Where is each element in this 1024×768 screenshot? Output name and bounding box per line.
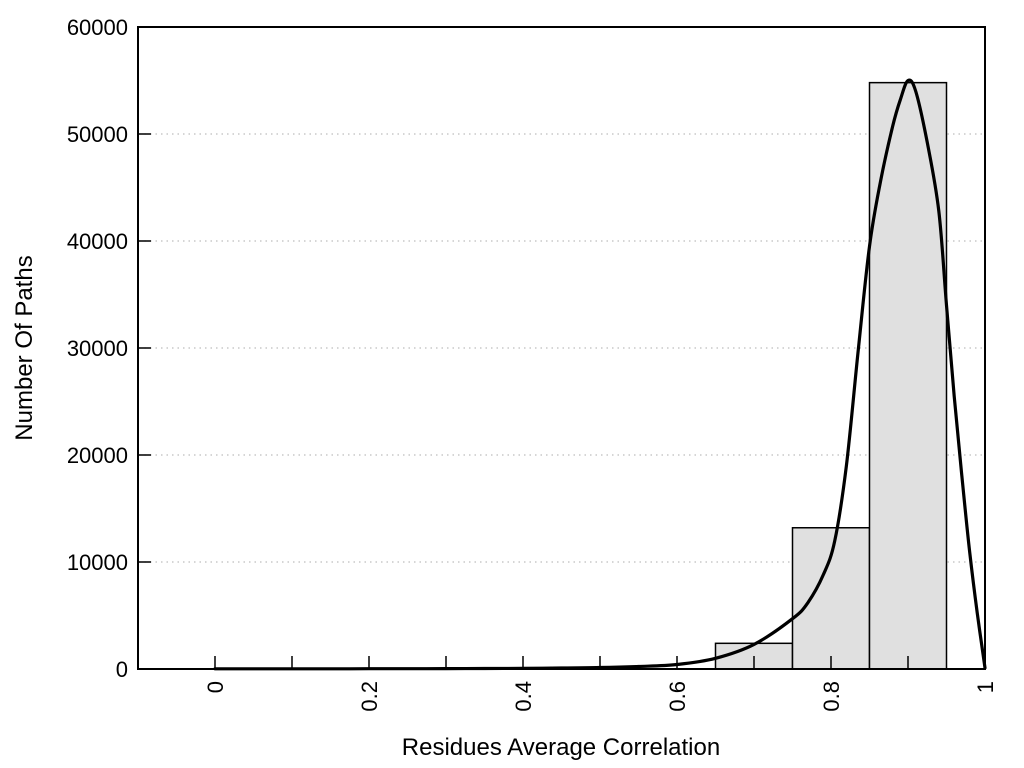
y-tick-label: 0 xyxy=(116,657,128,682)
histogram-bars-layer xyxy=(714,81,948,670)
x-tick-label: 0.8 xyxy=(819,681,844,712)
y-tick-label: 30000 xyxy=(67,336,128,361)
y-axis-title: Number Of Paths xyxy=(11,255,38,440)
x-axis-title: Residues Average Correlation xyxy=(402,734,720,761)
y-tick-label: 60000 xyxy=(67,15,128,40)
histogram-bar xyxy=(791,527,871,670)
x-tick-label: 1 xyxy=(973,681,998,693)
x-tick-label: 0.2 xyxy=(357,681,382,712)
y-tick-label: 10000 xyxy=(67,550,128,575)
x-tick-label: 0.6 xyxy=(665,681,690,712)
y-tick-label: 50000 xyxy=(67,122,128,147)
x-tick-label: 0.4 xyxy=(511,681,536,712)
y-tick-label: 20000 xyxy=(67,443,128,468)
y-tick-label: 40000 xyxy=(67,229,128,254)
axis-ticks-layer: 0 0.2 0.4 0.6 0.8 1 0 10000 20000 30000 40000 50000… xyxy=(67,15,998,712)
x-tick-label: 0 xyxy=(203,681,228,693)
